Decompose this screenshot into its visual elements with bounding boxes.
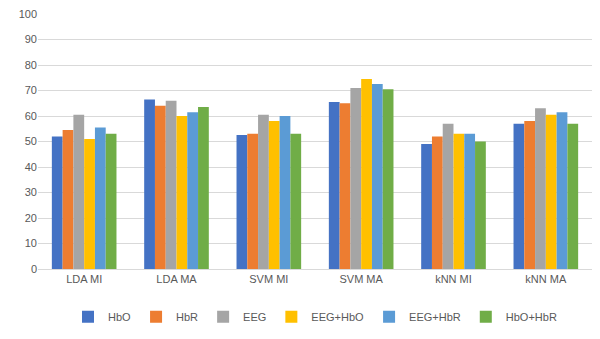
svg-text:80: 80 bbox=[25, 59, 37, 71]
svg-text:20: 20 bbox=[25, 212, 37, 224]
svg-text:EEG: EEG bbox=[243, 311, 266, 323]
svg-text:50: 50 bbox=[25, 135, 37, 147]
svg-text:EEG+HbR: EEG+HbR bbox=[409, 311, 461, 323]
svg-text:HbO: HbO bbox=[108, 311, 131, 323]
svg-text:kNN MA: kNN MA bbox=[525, 273, 567, 285]
svg-text:HbO+HbR: HbO+HbR bbox=[506, 311, 557, 323]
svg-text:40: 40 bbox=[25, 161, 37, 173]
svg-text:LDA MI: LDA MI bbox=[66, 273, 102, 285]
svg-text:90: 90 bbox=[25, 33, 37, 45]
svg-text:SVM MA: SVM MA bbox=[339, 273, 383, 285]
svg-text:EEG+HbO: EEG+HbO bbox=[311, 311, 364, 323]
svg-text:60: 60 bbox=[25, 110, 37, 122]
svg-text:70: 70 bbox=[25, 84, 37, 96]
svg-text:100: 100 bbox=[19, 8, 37, 20]
svg-text:10: 10 bbox=[25, 237, 37, 249]
svg-text:HbR: HbR bbox=[176, 311, 198, 323]
svg-text:30: 30 bbox=[25, 186, 37, 198]
svg-text:0: 0 bbox=[31, 263, 37, 275]
svg-text:kNN MI: kNN MI bbox=[435, 273, 472, 285]
svg-text:LDA MA: LDA MA bbox=[156, 273, 197, 285]
svg-text:SVM MI: SVM MI bbox=[249, 273, 288, 285]
